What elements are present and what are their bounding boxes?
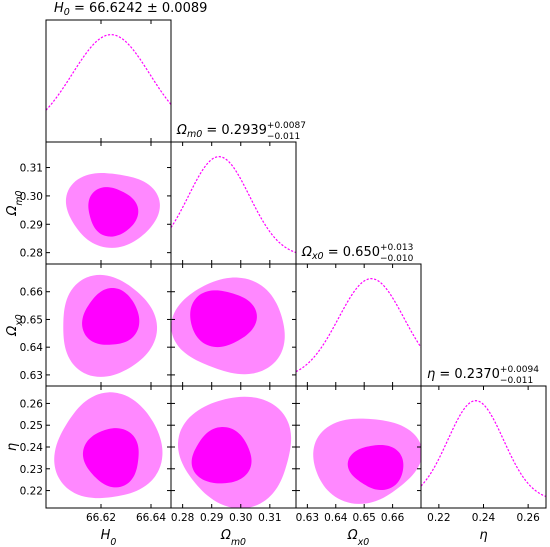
marginal-curve-H0 [46,34,171,111]
xtick-label-eta: 0.26 [516,512,540,524]
ytick-label-Om: 0.31 [20,163,43,175]
contour-68-H0-Ox [82,287,140,345]
title-Om: Ωm0 = 0.2939+0.0087 −0.011 [176,121,306,142]
xtick-label-Om: 0.29 [200,512,223,524]
panel-frame-H0-H0 [45,19,172,143]
ytick-label-Ox: 0.63 [20,370,43,382]
ytick-label-eta: 0.23 [20,464,43,476]
contour-H0-Ox [63,274,158,377]
yaxis-label-Ox: Ωx0 [5,314,25,336]
xtick-label-H0: 66.64 [136,512,166,524]
marginal-curve-Ox [296,278,421,373]
xaxis-label-Ox: Ωx0 [347,528,369,547]
contour-Ox-eta [313,418,421,504]
title-H0: H0 = 66.6242 ± 0.0089 [54,1,207,18]
xtick-label-Ox: 0.65 [352,512,375,524]
ytick-label-eta: 0.22 [20,486,43,498]
ytick-label-Ox: 0.64 [20,342,44,354]
panel-frame-Om-Om [170,141,297,265]
xtick-label-Ox: 0.66 [381,512,405,524]
xtick-label-Ox: 0.64 [324,512,348,524]
ytick-label-eta: 0.26 [20,398,44,410]
xtick-label-eta: 0.24 [472,512,496,524]
title-Ox: Ωx0 = 0.650+0.013 −0.010 [301,243,414,264]
xaxis-label-eta: η [479,528,487,543]
contour-68-Ox-eta [347,444,404,491]
xaxis-label-H0: H0 [101,528,117,547]
xtick-label-Om: 0.31 [258,512,281,524]
xtick-label-Om: 0.28 [171,512,194,524]
ytick-label-Om: 0.29 [20,219,43,231]
contour-H0-Om [65,173,160,248]
xtick-label-H0: 66.62 [86,512,116,524]
contour-68-Om-eta [191,426,252,484]
marginal-curve-eta [421,400,546,498]
contour-68-Om-Ox [190,290,257,348]
ytick-label-eta: 0.25 [20,420,43,432]
marginal-curve-Om [171,156,296,254]
yaxis-label-Om: Ωm0 [5,190,25,216]
contour-68-H0-eta [82,428,139,488]
ytick-label-Om: 0.28 [20,248,43,260]
contour-H0-eta [54,392,163,499]
ytick-label-Om: 0.30 [20,191,43,203]
contour-Om-eta [177,396,292,508]
title-eta: η = 0.2370+0.0094 −0.011 [427,365,539,386]
ytick-label-eta: 0.24 [20,442,44,454]
xtick-label-eta: 0.22 [427,512,450,524]
ytick-label-Ox: 0.65 [20,314,43,326]
yaxis-label-eta: η [5,443,20,451]
contour-Om-Ox [171,277,285,375]
panel-frame-Ox-Ox [295,263,422,387]
xaxis-label-Om: Ωm0 [220,528,246,547]
contour-68-H0-Om [88,187,139,237]
xtick-label-Ox: 0.63 [296,512,319,524]
xtick-label-Om: 0.30 [229,512,252,524]
ytick-label-Ox: 0.66 [20,287,44,299]
